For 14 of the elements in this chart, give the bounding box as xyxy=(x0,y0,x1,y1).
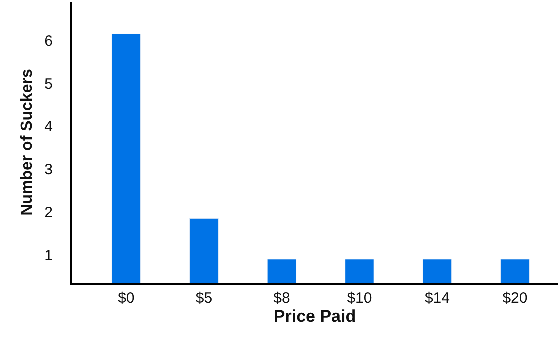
x-tick-label: $10 xyxy=(347,290,372,307)
y-tick-label: 6 xyxy=(44,32,53,50)
x-axis-title: Price Paid xyxy=(274,307,356,326)
y-tick-label: 3 xyxy=(44,162,53,179)
x-tick-label: $14 xyxy=(424,290,450,307)
x-tick-label: $0 xyxy=(118,290,135,307)
y-axis-title: Number of Suckers xyxy=(19,69,36,216)
x-tick-label: $20 xyxy=(502,290,528,307)
x-tick-label: $8 xyxy=(274,290,290,307)
y-tick-label: 2 xyxy=(44,204,53,222)
y-tick-label: 5 xyxy=(44,76,53,93)
x-tick-label: $5 xyxy=(196,290,213,307)
y-tick-label: 1 xyxy=(44,247,53,264)
y-tick-label: 4 xyxy=(44,118,53,136)
